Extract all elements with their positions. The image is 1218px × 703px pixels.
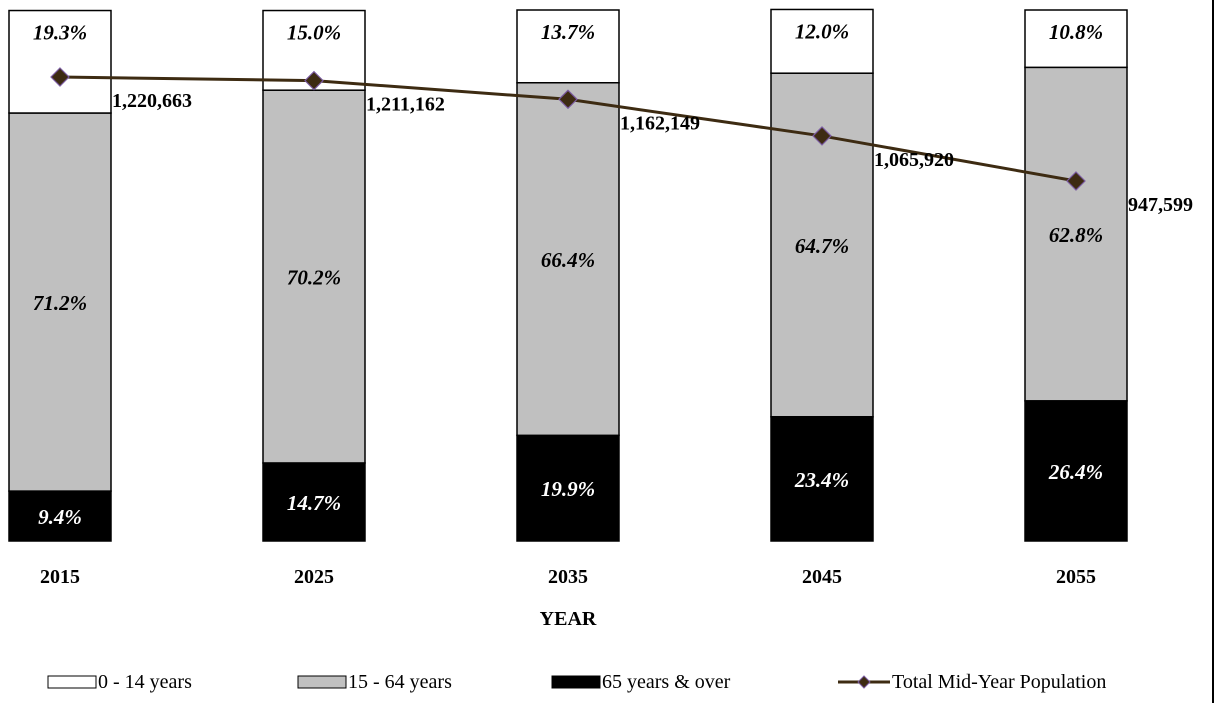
bar-segment bbox=[1024, 9, 1128, 69]
bar-segment bbox=[262, 462, 366, 542]
bar-data-label: 13.7% bbox=[541, 20, 595, 44]
x-tick-label: 2045 bbox=[802, 566, 842, 588]
bar-segment bbox=[1024, 66, 1128, 402]
x-tick-label: 2015 bbox=[40, 566, 80, 588]
bar-segment bbox=[1024, 400, 1128, 542]
x-axis-title: YEAR bbox=[540, 608, 597, 630]
bar-data-label: 26.4% bbox=[1048, 460, 1103, 484]
bar-segment bbox=[262, 89, 366, 464]
population-marker bbox=[1066, 171, 1086, 191]
bar-data-label: 64.7% bbox=[795, 234, 849, 258]
bar-segment bbox=[770, 415, 874, 542]
legend-swatch bbox=[297, 675, 347, 689]
x-tick-label: 2055 bbox=[1056, 566, 1096, 588]
x-tick-label: 2025 bbox=[294, 566, 334, 588]
legend-label: 0 - 14 years bbox=[98, 671, 192, 693]
bar-segment bbox=[8, 490, 112, 542]
population-marker bbox=[304, 70, 324, 91]
population-value-label: 1,162,149 bbox=[620, 112, 700, 134]
legend-label: Total Mid-Year Population bbox=[892, 671, 1106, 693]
bar-data-label: 71.2% bbox=[33, 291, 87, 315]
legend-swatch bbox=[551, 675, 601, 689]
population-marker bbox=[812, 126, 832, 146]
bar-data-label: 14.7% bbox=[287, 491, 341, 515]
bar-data-label: 10.8% bbox=[1049, 20, 1103, 44]
x-tick-label: 2035 bbox=[548, 566, 588, 588]
legend-label: 65 years & over bbox=[602, 671, 731, 693]
bar-data-label: 9.4% bbox=[38, 505, 82, 529]
legend-marker bbox=[857, 675, 871, 689]
legend-swatch bbox=[47, 675, 97, 689]
bar-segment bbox=[516, 434, 620, 542]
x-tick-labels: 2015 2025 2035 2045 2055 bbox=[40, 566, 1096, 588]
population-marker bbox=[558, 89, 578, 110]
population-marker bbox=[50, 67, 70, 87]
legend: 0 - 14 years 15 - 64 years 65 years & over… bbox=[47, 671, 1106, 693]
bar-data-label: 19.9% bbox=[541, 477, 595, 501]
population-value-label: 1,065,920 bbox=[874, 149, 954, 171]
population-value-label: 1,211,162 bbox=[366, 94, 445, 116]
line-group: 1,220,663 1,211,162 1,162,149 1,065,920 947,… bbox=[50, 67, 1193, 216]
bar-segment bbox=[8, 9, 112, 114]
bar-data-label: 70.2% bbox=[287, 266, 341, 290]
legend-label: 15 - 64 years bbox=[348, 671, 452, 693]
bar-data-label: 66.4% bbox=[541, 248, 595, 272]
bar-segment bbox=[770, 8, 874, 74]
bar-data-label: 19.3% bbox=[33, 21, 87, 45]
population-value-label: 947,599 bbox=[1128, 194, 1193, 216]
bar-data-label: 23.4% bbox=[794, 468, 849, 492]
population-value-label: 1,220,663 bbox=[112, 90, 192, 112]
bar-segment bbox=[516, 9, 620, 84]
bar-data-label: 15.0% bbox=[287, 21, 341, 45]
bar-data-label: 12.0% bbox=[795, 19, 849, 43]
bar-segment bbox=[8, 112, 112, 492]
bar-data-label: 62.8% bbox=[1049, 223, 1103, 247]
